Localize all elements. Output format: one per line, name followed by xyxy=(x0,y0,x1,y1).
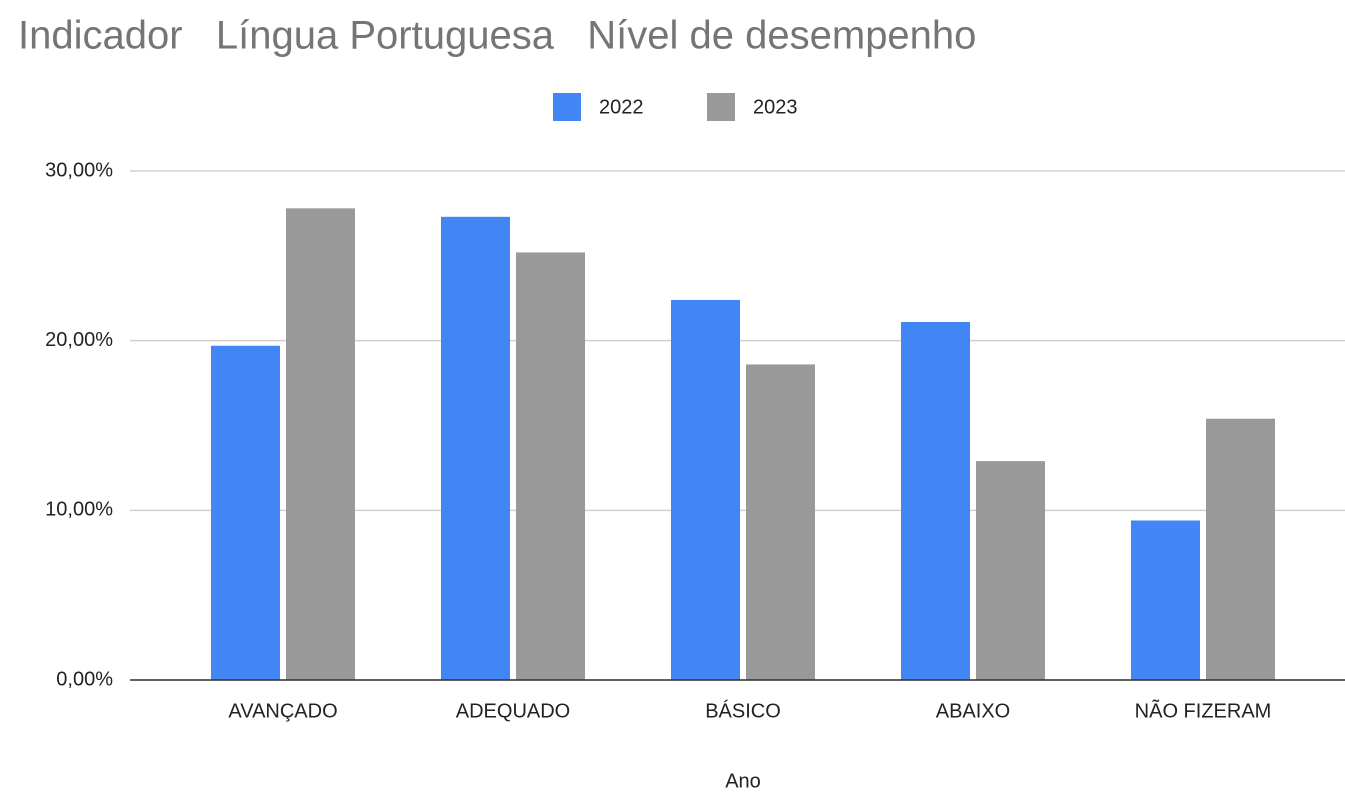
x-tick-label: ABAIXO xyxy=(936,700,1010,722)
chart-title: Indicador Língua Portuguesa Nível de des… xyxy=(18,14,976,58)
bar xyxy=(211,345,280,680)
y-tick-label: 30,00% xyxy=(45,159,113,181)
bar xyxy=(901,322,970,680)
bar xyxy=(1131,520,1200,680)
y-tick-label: 0,00% xyxy=(56,668,113,690)
x-tick-label: BÁSICO xyxy=(705,699,781,722)
bar xyxy=(286,208,355,680)
x-tick-label: NÃO FIZERAM xyxy=(1135,698,1272,722)
bar xyxy=(671,299,740,680)
legend-label: 2022 xyxy=(599,96,644,118)
x-tick-label: AVANÇADO xyxy=(228,700,337,722)
bar xyxy=(976,461,1045,680)
legend-swatch xyxy=(553,93,581,121)
y-tick-label: 20,00% xyxy=(45,329,113,351)
x-axis-label: Ano xyxy=(725,770,761,792)
legend-label: 2023 xyxy=(753,96,798,118)
bar xyxy=(746,364,815,680)
bar xyxy=(516,252,585,680)
x-tick-label: ADEQUADO xyxy=(456,700,570,722)
bar xyxy=(1206,418,1275,680)
legend-swatch xyxy=(707,93,735,121)
y-tick-label: 10,00% xyxy=(45,499,113,521)
bar xyxy=(441,216,510,680)
